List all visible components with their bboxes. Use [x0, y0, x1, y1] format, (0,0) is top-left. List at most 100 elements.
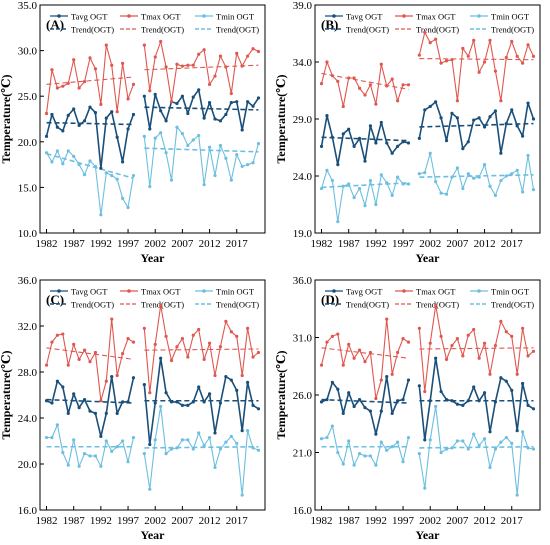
- y-tick-label: 25.0: [18, 91, 38, 103]
- data-point-tmax: [88, 56, 92, 60]
- data-point-tmax: [439, 61, 443, 65]
- data-point-tmin: [450, 446, 454, 450]
- data-point-tmax: [131, 82, 136, 86]
- x-axis-label: Year: [416, 528, 441, 540]
- data-point-tavg: [126, 400, 130, 404]
- data-point-tavg: [153, 92, 157, 96]
- trend-line-tmin-seg1: [321, 182, 409, 189]
- data-point-tavg: [104, 411, 108, 415]
- data-point-tmax: [110, 317, 114, 321]
- data-point-tavg: [115, 411, 119, 415]
- trend-line-tavg-seg1: [321, 398, 409, 404]
- data-point-tmin: [121, 196, 125, 200]
- data-point-tmin: [126, 460, 130, 464]
- legend-label-tavg: Tavg OGT: [71, 287, 108, 297]
- legend-marker-tavg: [57, 14, 61, 18]
- data-point-tavg: [110, 110, 114, 114]
- data-point-tmax: [385, 317, 389, 321]
- data-point-tmax: [159, 39, 163, 44]
- data-point-tmax: [466, 54, 470, 58]
- data-point-tmin: [515, 168, 519, 172]
- data-point-tmin: [488, 465, 492, 470]
- data-point-tavg: [466, 140, 470, 144]
- data-point-tavg: [477, 116, 481, 120]
- plot-frame: [314, 4, 541, 234]
- data-point-tmax: [455, 99, 459, 103]
- data-point-tavg: [256, 96, 261, 100]
- data-point-tavg: [186, 111, 190, 116]
- trend-line-tmin-seg2: [419, 174, 534, 178]
- data-point-tmin: [82, 173, 87, 177]
- data-point-tmin: [406, 182, 411, 186]
- data-point-tavg: [77, 406, 81, 410]
- data-point-tmax: [213, 74, 217, 78]
- data-point-tavg: [251, 403, 255, 407]
- x-tick-label: 2007: [171, 515, 194, 527]
- data-point-tmax: [423, 30, 427, 34]
- data-point-tmin: [235, 152, 239, 157]
- data-point-tavg: [164, 119, 168, 123]
- data-point-tmin: [379, 440, 383, 444]
- data-point-tmin: [477, 175, 481, 179]
- data-point-tmin: [444, 447, 449, 451]
- legend-label-tavg: Tavg OGT: [346, 12, 383, 22]
- data-point-tavg: [224, 375, 228, 379]
- data-point-tmax: [186, 63, 190, 67]
- data-point-tmin: [504, 174, 508, 178]
- series-line-tavg-seg1: [321, 375, 410, 435]
- data-point-tavg: [515, 429, 519, 433]
- data-point-tmin: [61, 450, 65, 455]
- legend-trend-label-tmin: Trend(OGT): [491, 300, 534, 310]
- x-axis-label: Year: [416, 251, 441, 265]
- legend-label-tmin: Tmin OGT: [491, 12, 530, 22]
- data-point-tmax: [385, 84, 389, 88]
- legend-label-tavg: Tavg OGT: [71, 12, 108, 22]
- trend-line-tmin-seg2: [144, 147, 259, 153]
- legend-label-tmax: Tmax OGT: [141, 12, 181, 22]
- data-point-tavg: [142, 94, 146, 98]
- data-point-tmax: [246, 54, 250, 58]
- data-point-tmax: [55, 86, 59, 90]
- trend-line-tmax-seg1: [321, 72, 409, 90]
- data-point-tmax: [153, 55, 157, 59]
- data-point-tmin: [455, 439, 459, 443]
- data-point-tmin: [126, 205, 130, 210]
- data-point-tmax: [202, 357, 206, 361]
- data-point-tmax: [450, 343, 454, 348]
- data-point-tavg: [385, 141, 389, 145]
- data-point-tmin: [88, 159, 92, 163]
- y-tick-label: 26.0: [293, 390, 313, 402]
- data-point-tavg: [110, 375, 114, 379]
- data-point-tavg: [374, 432, 378, 436]
- data-point-tavg: [131, 112, 136, 117]
- data-point-tavg: [197, 88, 201, 92]
- data-point-tmin: [121, 439, 125, 443]
- data-point-tmax: [126, 97, 130, 101]
- data-point-tmax: [213, 373, 217, 378]
- data-point-tmax: [121, 61, 125, 65]
- data-point-tmin: [455, 166, 459, 170]
- data-point-tavg: [121, 160, 125, 164]
- y-tick-label: 35.0: [18, 0, 38, 12]
- data-point-tmin: [191, 447, 195, 451]
- data-point-tmax: [82, 348, 87, 352]
- data-point-tmin: [493, 193, 498, 197]
- legend-marker-tmin: [202, 14, 206, 18]
- data-point-tavg: [493, 400, 498, 404]
- data-point-tmin: [148, 487, 152, 491]
- data-point-tmin: [482, 437, 487, 441]
- data-point-tmax: [461, 354, 465, 358]
- legend-trend-label-tmax: Trend(OGT): [141, 25, 184, 35]
- data-point-tmin: [191, 138, 195, 142]
- data-point-tmax: [197, 52, 201, 56]
- x-tick-label: 2002: [419, 238, 441, 250]
- data-point-tmax: [175, 345, 179, 349]
- data-point-tmax: [379, 378, 383, 382]
- data-point-tmax: [363, 360, 367, 364]
- data-point-tavg: [455, 402, 459, 406]
- series-line-tmin-seg1: [320, 169, 409, 223]
- data-point-tmin: [444, 192, 449, 196]
- data-point-tavg: [406, 141, 411, 145]
- x-tick-label: 2002: [144, 515, 166, 527]
